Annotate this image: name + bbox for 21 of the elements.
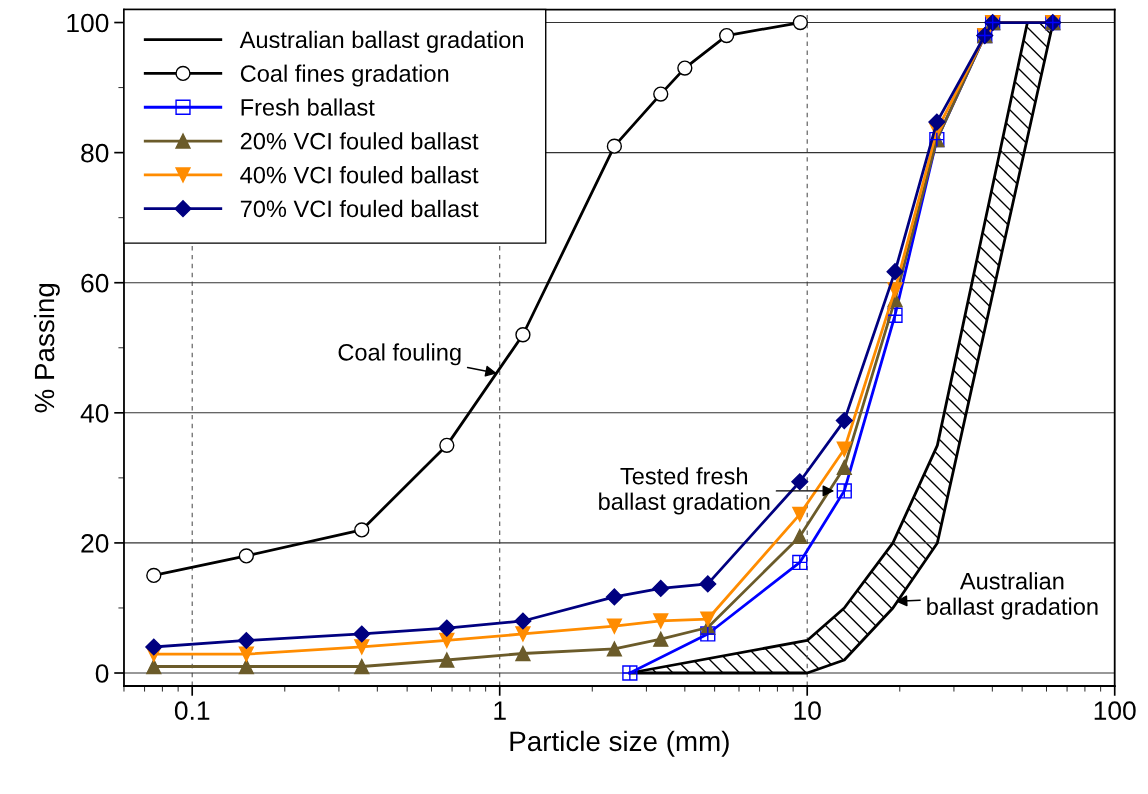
legend-label: Fresh ballast [241,98,375,116]
y-axis-title: % Passing [33,283,60,413]
legend-label: Australian ballast gradation [239,30,523,53]
annotation: Australian ballast gradation [927,572,1098,620]
annotation: Tested fresh ballast gradation [599,467,770,515]
y-tick-label: 100 [67,13,109,33]
annotation: Coal fouling [338,343,461,366]
y-tick-label: 20 [81,534,109,553]
legend-label: 70% VCI fouled ballast [240,199,479,218]
y-tick-label: 0 [95,664,109,683]
y-tick-label: 60 [81,273,109,293]
x-tick-label: 100 [1094,701,1136,720]
x-tick-label: 0.1 [174,701,210,720]
legend-label: Coal fines gradation [240,64,449,87]
x-tick-label: 10 [794,701,821,720]
x-tick-label: 1 [494,701,506,720]
y-tick-label: 40 [80,403,109,423]
legend-label: 20% VCI fouled ballast [240,132,479,150]
x-axis-title: Particle size (mm) [510,730,729,757]
y-tick-label: 80 [81,143,109,163]
legend-label: 40% VCI fouled ballast [240,166,479,184]
